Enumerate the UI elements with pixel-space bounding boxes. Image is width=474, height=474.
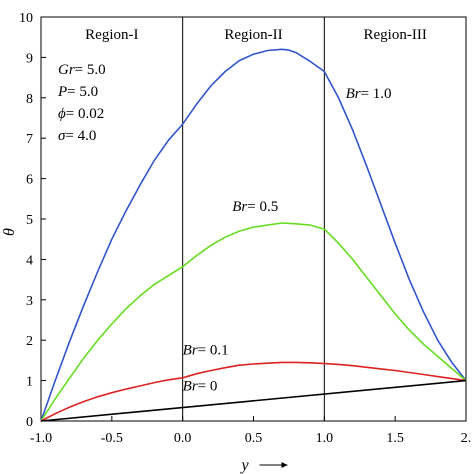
region-label: Region-I	[85, 27, 138, 43]
series-value: = 0	[198, 379, 218, 395]
series-symbol: Br	[183, 379, 198, 395]
parameter-symbol: Gr	[58, 62, 75, 78]
y-tick-label: 1	[26, 375, 33, 390]
parameter-symbol: σ	[58, 128, 66, 144]
y-tick-label: 2	[26, 334, 33, 349]
y-tick-label: 9	[26, 51, 33, 66]
series-line	[40, 222, 467, 422]
region-label: Region-II	[224, 27, 282, 43]
x-tick-label: 0.5	[245, 431, 263, 446]
x-tick-label: 2.	[461, 431, 472, 446]
x-tick-label: 1.0	[316, 431, 334, 446]
x-tick-label: 1.5	[386, 431, 404, 446]
y-axis-title: θ	[1, 228, 18, 236]
series-value: = 0.1	[198, 342, 229, 358]
parameter-value: = 5.0	[67, 84, 98, 100]
series-label: Br= 0	[183, 379, 218, 395]
x-axis-arrowhead	[281, 462, 288, 468]
series-value: = 0.5	[247, 199, 278, 215]
y-tick-label: 8	[26, 92, 33, 107]
parameter-label: Gr= 5.0	[58, 62, 106, 78]
parameter-value: = 0.02	[66, 106, 104, 122]
parameter-symbol: P	[57, 84, 67, 100]
series-line	[40, 48, 467, 422]
series-value: = 1.0	[361, 86, 392, 102]
y-tick-label: 6	[26, 173, 33, 188]
series-label: Br= 1.0	[346, 86, 392, 102]
y-tick-label: 10	[19, 11, 33, 26]
parameter-label: P= 5.0	[57, 84, 98, 100]
y-tick-label: 3	[26, 294, 33, 309]
parameter-label: σ= 4.0	[58, 128, 96, 144]
series-symbol: Br	[183, 342, 198, 358]
parameter-value: = 5.0	[75, 62, 106, 78]
region-label: Region-III	[364, 27, 427, 43]
series-line	[40, 361, 467, 422]
series-label: Br= 0.5	[232, 199, 278, 215]
x-axis-title: y	[240, 457, 250, 474]
x-tick-label: -1.0	[30, 431, 52, 446]
series-symbol: Br	[232, 199, 247, 215]
y-tick-label: 0	[26, 415, 33, 430]
x-tick-label: -0.5	[101, 431, 123, 446]
parameter-label: ϕ= 0.02	[58, 106, 104, 122]
y-tick-label: 5	[26, 213, 33, 228]
x-tick-label: 0.0	[174, 431, 192, 446]
y-tick-label: 4	[26, 253, 33, 268]
series-line	[40, 379, 467, 422]
parameter-value: = 4.0	[65, 128, 96, 144]
series-label: Br= 0.1	[183, 342, 229, 358]
plot-layer: 0 1 2 3 4 5 6 7 8 9 10 -1.0 -0.5 0.0 0.5 1.0 1.5 2. Region…	[1, 11, 471, 474]
y-tick-label: 7	[26, 132, 33, 147]
parameter-symbol: ϕ	[58, 106, 66, 122]
series-symbol: Br	[346, 86, 361, 102]
